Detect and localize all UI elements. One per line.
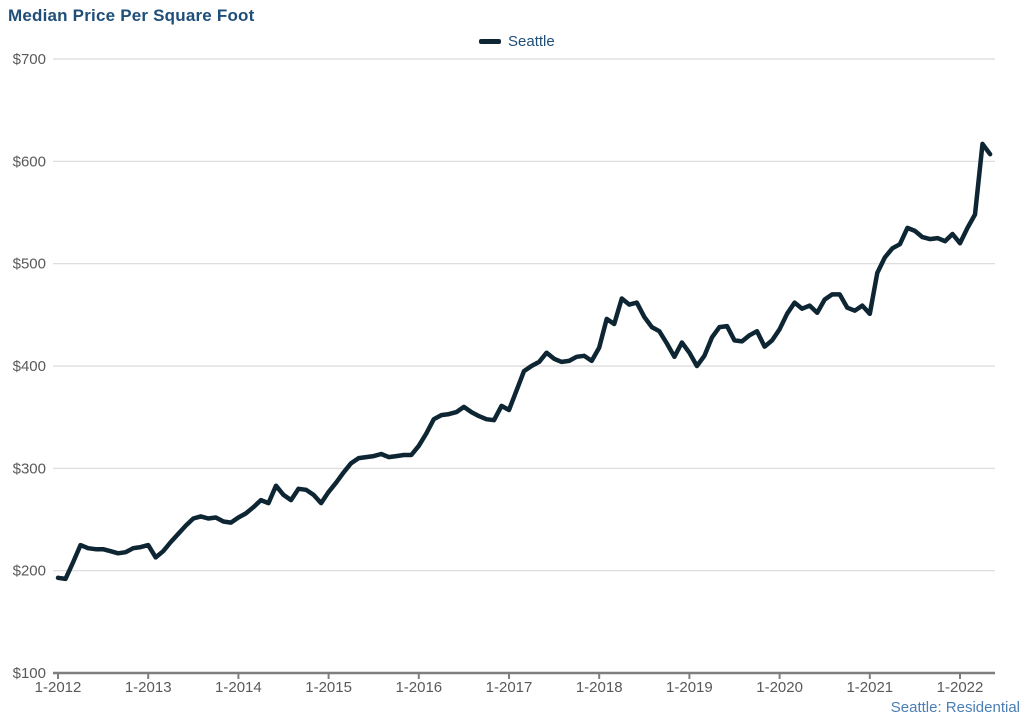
x-axis-tick-label: 1-2021 — [846, 679, 893, 696]
legend-series-label: Seattle — [508, 33, 555, 50]
x-axis-tick-label: 1-2020 — [756, 679, 803, 696]
x-axis-tick-label: 1-2013 — [125, 679, 172, 696]
chart-title: Median Price Per Square Foot — [8, 6, 255, 25]
y-axis-tick-label: $600 — [13, 153, 46, 170]
y-axis-tick-label: $400 — [13, 358, 46, 375]
series-line-seattle — [55, 141, 993, 582]
source-note: Seattle: Residential — [890, 699, 1020, 716]
x-axis-tick-label: 1-2016 — [395, 679, 442, 696]
y-axis-tick-label: $300 — [13, 460, 46, 477]
x-axis-tick-label: 1-2019 — [666, 679, 713, 696]
x-axis-tick-label: 1-2015 — [305, 679, 352, 696]
x-axis-tick-label: 1-2017 — [486, 679, 533, 696]
x-axis-tick-label: 1-2022 — [937, 679, 984, 696]
x-axis-tick-label: 1-2018 — [576, 679, 623, 696]
y-axis-tick-label: $500 — [13, 256, 46, 273]
y-axis-tick-label: $700 — [13, 51, 46, 68]
y-axis-tick-label: $100 — [13, 665, 46, 682]
y-axis-tick-label: $200 — [13, 563, 46, 580]
legend: Seattle — [479, 33, 555, 50]
x-axis-tick-label: 1-2014 — [215, 679, 262, 696]
legend-line-swatch-icon — [479, 39, 501, 44]
x-axis-tick-label: 1-2012 — [35, 679, 82, 696]
